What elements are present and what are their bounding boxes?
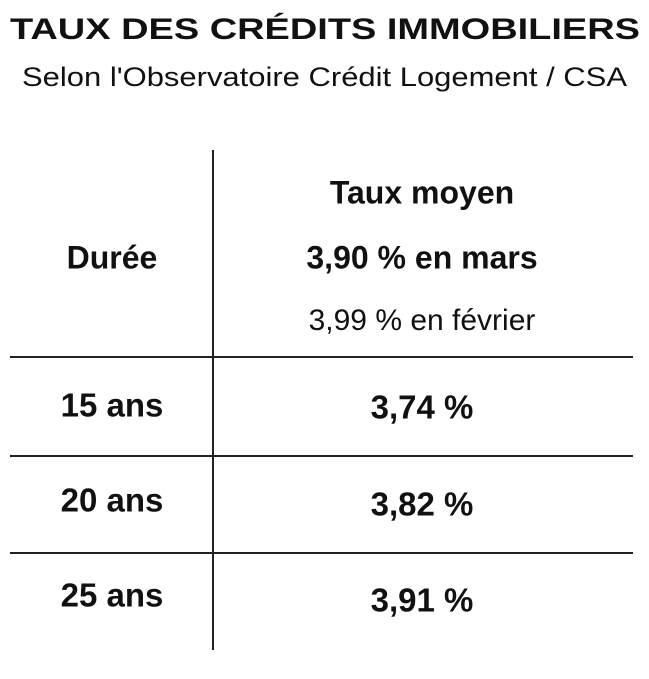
duration-cell: 20 ans [61, 482, 164, 519]
subtitle: Selon l'Observatoire Crédit Logement / C… [22, 62, 627, 92]
rate-cell: 3,91 % [371, 582, 474, 619]
header-rate: Taux moyen [330, 174, 514, 210]
duration-cell: 25 ans [61, 577, 164, 614]
header-duration: Durée [67, 239, 158, 275]
title: TAUX DES CRÉDITS IMMOBILIERS [10, 12, 640, 46]
header-rate-march: 3,90 % en mars [306, 239, 537, 275]
rate-cell: 3,74 % [371, 389, 474, 426]
duration-cell: 15 ans [61, 387, 164, 424]
header-rate-february: 3,99 % en février [309, 304, 536, 337]
rate-cell: 3,82 % [371, 486, 474, 523]
